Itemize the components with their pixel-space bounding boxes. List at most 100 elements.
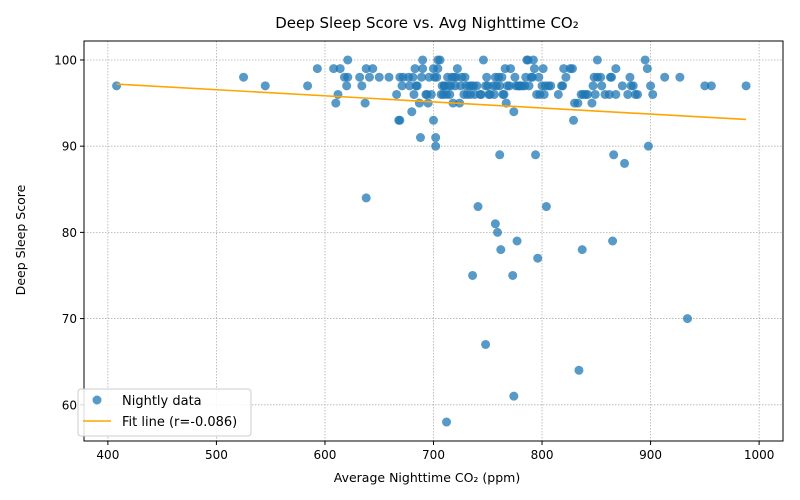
data-point (604, 89, 614, 99)
data-point (611, 89, 621, 99)
data-point (364, 72, 374, 82)
data-point (481, 339, 491, 349)
data-point (392, 89, 402, 99)
data-point (700, 81, 710, 91)
data-point (412, 81, 422, 91)
data-point (361, 64, 371, 74)
data-point (499, 89, 509, 99)
data-point (476, 89, 486, 99)
data-point (506, 64, 516, 74)
data-point (592, 55, 602, 65)
data-point (418, 64, 428, 74)
data-point (620, 158, 630, 168)
data-point (489, 89, 499, 99)
data-point (528, 55, 538, 65)
legend-box (77, 388, 252, 437)
data-point (432, 72, 442, 82)
data-point (490, 219, 500, 229)
data-point (625, 72, 635, 82)
data-point (682, 314, 692, 324)
data-point (561, 72, 571, 82)
data-point (648, 89, 658, 99)
x-axis-ticks: 400 500 600 700 800 900 1000 (96, 441, 774, 462)
x-tick-label: 1000 (744, 448, 775, 462)
data-point (559, 64, 569, 74)
data-point (611, 64, 621, 74)
data-point (473, 202, 483, 212)
data-point (343, 55, 353, 65)
data-point (660, 72, 670, 82)
data-point (460, 72, 470, 82)
data-point (590, 89, 600, 99)
x-tick-label: 400 (96, 448, 119, 462)
data-point (495, 150, 505, 160)
data-point (355, 72, 365, 82)
data-point (384, 72, 394, 82)
data-point (374, 72, 384, 82)
data-point (260, 81, 270, 91)
data-point (577, 245, 587, 255)
data-point (418, 55, 428, 65)
data-point (596, 72, 606, 82)
data-point (646, 81, 656, 91)
data-point (333, 89, 343, 99)
data-point (617, 81, 627, 91)
x-tick-label: 800 (531, 448, 554, 462)
data-point (482, 72, 492, 82)
data-point (397, 81, 407, 91)
data-point (472, 81, 482, 91)
y-tick-label: 60 (62, 398, 77, 412)
legend-label-nightly-data: Nightly data (122, 394, 202, 409)
x-axis-label: Average Nighttime CO₂ (ppm) (334, 470, 520, 485)
grid-lines (84, 41, 783, 441)
data-point (426, 89, 436, 99)
data-point (303, 81, 313, 91)
data-point (531, 150, 541, 160)
x-tick-label: 700 (422, 448, 445, 462)
data-point (435, 55, 445, 65)
y-tick-label: 80 (62, 226, 77, 240)
data-point (553, 89, 563, 99)
data-point (329, 64, 339, 74)
x-tick-label: 600 (314, 448, 337, 462)
data-point (504, 81, 514, 91)
data-point (407, 107, 417, 117)
data-points (112, 55, 751, 427)
data-point (628, 81, 638, 91)
data-point (640, 55, 650, 65)
x-tick-label: 500 (205, 448, 228, 462)
data-point (509, 107, 519, 117)
data-point (527, 72, 537, 82)
y-tick-label: 90 (62, 140, 77, 154)
data-point (529, 64, 539, 74)
data-point (587, 98, 597, 108)
data-point (567, 64, 577, 74)
data-point (239, 72, 249, 82)
data-point (361, 193, 371, 203)
fit-line (116, 83, 747, 121)
data-point (335, 64, 345, 74)
data-point (538, 64, 548, 74)
data-point (405, 81, 415, 91)
data-point (112, 81, 122, 91)
x-tick-label: 900 (639, 448, 662, 462)
legend-label-fit-line: Fit line (r=-0.086) (122, 415, 237, 430)
data-point (442, 417, 452, 427)
data-point (497, 72, 507, 82)
data-point (546, 81, 556, 91)
data-point (706, 81, 716, 91)
data-point (368, 64, 378, 74)
data-point (431, 141, 441, 151)
data-point (574, 365, 584, 375)
data-point (583, 89, 593, 99)
data-point (558, 81, 568, 91)
data-point (445, 89, 455, 99)
data-point (642, 64, 652, 74)
data-point (312, 64, 322, 74)
data-point (512, 236, 522, 246)
data-point (433, 64, 443, 74)
data-point (533, 253, 543, 263)
data-point (609, 150, 619, 160)
data-point (608, 236, 618, 246)
